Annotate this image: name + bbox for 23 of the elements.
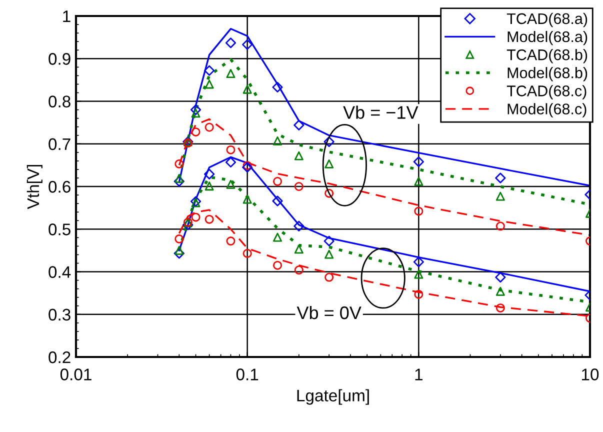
y-tick-label: 0.4: [48, 266, 71, 278]
x-tick-label: 0.01: [60, 368, 92, 380]
y-tick-label: 1: [63, 10, 70, 22]
annotation: Vb = 0V: [296, 306, 362, 320]
x-tick-label: 1: [415, 368, 422, 380]
y-tick-label: 0.3: [48, 308, 70, 321]
x-tick-label: 10: [582, 368, 599, 380]
legend-label: Model(68.b): [508, 67, 588, 82]
legend-label: Model(68.a): [508, 30, 588, 46]
y-tick-label: 0.9: [48, 53, 70, 65]
y-tick-label: 0.7: [48, 138, 70, 150]
y-tick-label: 0.8: [48, 96, 70, 108]
x-tick-label: 0.1: [236, 368, 258, 380]
y-tick-label: 0.2: [48, 351, 70, 364]
legend-label: TCAD(68.a): [506, 12, 588, 28]
legend-label: TCAD(68.c): [506, 85, 586, 100]
y-tick-label: 0.6: [48, 180, 70, 193]
legend-label: Model(68.c): [508, 103, 586, 118]
legend-label: TCAD(68.b): [506, 49, 588, 64]
y-tick-label: 0.5: [48, 224, 70, 236]
y-axis-title: Vth[V]: [26, 164, 42, 210]
annotation: Vb = −1V: [343, 106, 418, 119]
x-axis-title: Lgate[um]: [297, 389, 369, 405]
